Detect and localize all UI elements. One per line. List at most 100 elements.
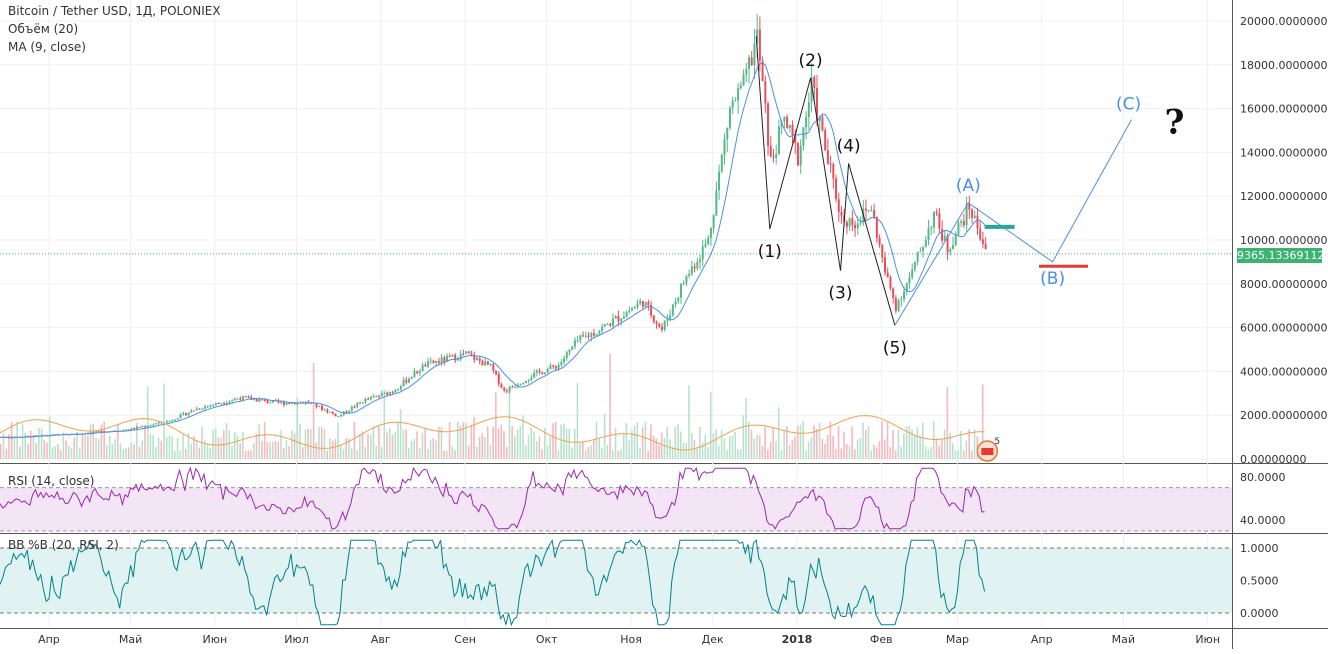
volume-bar (329, 438, 331, 459)
candle-body (372, 396, 375, 398)
candle-body (557, 364, 560, 369)
candle-body (456, 359, 459, 361)
volume-bar (454, 450, 456, 459)
candle-body (505, 390, 508, 392)
candle-body (783, 116, 786, 122)
candle-body (960, 221, 963, 224)
price-axis-tick: 12000.00000000 (1240, 190, 1328, 203)
volume-bar (835, 449, 837, 459)
candle-body (916, 252, 919, 262)
candle-body (712, 215, 715, 229)
volume-bar (209, 447, 212, 459)
volume-bar (680, 431, 682, 459)
candle-body (288, 403, 291, 405)
candle-body (973, 215, 976, 218)
candle-body (571, 346, 574, 350)
volume-bar (552, 423, 554, 459)
candle-body (848, 218, 851, 227)
candle-body (864, 208, 867, 211)
volume-bar (451, 446, 454, 459)
volume-bar (503, 431, 505, 459)
candle-body (201, 408, 204, 410)
volume-bar (554, 421, 557, 459)
volume-bar (405, 429, 407, 459)
candle-body (666, 318, 669, 321)
volume-bar (386, 432, 388, 459)
volume-bar (369, 434, 372, 459)
candle-body (796, 143, 799, 166)
volume-bar (465, 422, 467, 459)
candle-body (631, 308, 634, 311)
candle-body (519, 384, 522, 386)
volume-bar (821, 438, 824, 459)
volume-bar (530, 428, 532, 459)
candle-body (720, 154, 723, 172)
volume-bar (141, 440, 144, 459)
volume-bar (938, 445, 940, 459)
candle-body (378, 395, 381, 397)
time-axis-tick: Фев (870, 633, 893, 646)
volume-bar (693, 439, 696, 459)
candle-body (40, 434, 43, 436)
candle-body (609, 323, 612, 326)
candle-body (837, 199, 840, 213)
volume-bar (282, 447, 285, 459)
candle-body (699, 259, 702, 262)
volume-bar (949, 432, 951, 459)
volume-bar (813, 425, 815, 459)
volume-bar (231, 445, 233, 459)
volume-bar (908, 426, 911, 459)
candle-body (95, 431, 98, 433)
candle-body (767, 103, 770, 146)
wave-label: (A) (956, 176, 981, 196)
volume-bar (274, 440, 277, 459)
volume-bar (345, 438, 348, 459)
volume-bar (486, 426, 489, 459)
volume-bar (310, 429, 312, 459)
volume-bar (595, 421, 598, 459)
volume-bar (424, 428, 426, 459)
volume-bar (70, 447, 73, 459)
candle-body (424, 364, 427, 367)
volume-bar (51, 447, 54, 459)
volume-bar (68, 446, 70, 459)
candle-body (228, 401, 231, 403)
candle-body (981, 239, 984, 244)
candle-body (133, 428, 136, 430)
volume-bar (54, 446, 56, 459)
volume-bar (160, 440, 163, 459)
volume-bar (968, 429, 970, 459)
volume-bar (440, 426, 443, 459)
candle-body (867, 210, 870, 212)
volume-bar (293, 433, 296, 459)
volume-bar (737, 449, 739, 459)
volume-bar (633, 425, 636, 459)
volume-bar (962, 450, 965, 459)
volume-bar (867, 426, 870, 459)
candle-body (962, 221, 965, 226)
volume-bar (225, 423, 228, 459)
candle-body (242, 396, 245, 400)
volume-bar (171, 436, 173, 459)
volume-bar (612, 450, 614, 459)
volume-bar (500, 424, 503, 459)
candle-body (448, 355, 451, 357)
candle-body (446, 355, 449, 362)
volume-bar (73, 437, 76, 459)
candle-body (320, 405, 323, 410)
volume-bar (767, 449, 769, 459)
candle-body (231, 400, 234, 402)
candle-body (24, 436, 27, 438)
candle-body (141, 426, 144, 428)
volume-bar (535, 441, 538, 459)
volume-bar (323, 429, 326, 459)
volume-bar (514, 436, 516, 459)
price-axis-tick: 4000.00000000 (1240, 365, 1327, 378)
volume-bar (301, 447, 304, 459)
volume-bar (565, 428, 568, 459)
volume-bar (65, 440, 67, 459)
candle-body (943, 235, 946, 241)
volume-bar (356, 450, 358, 459)
candle-body (152, 424, 155, 426)
